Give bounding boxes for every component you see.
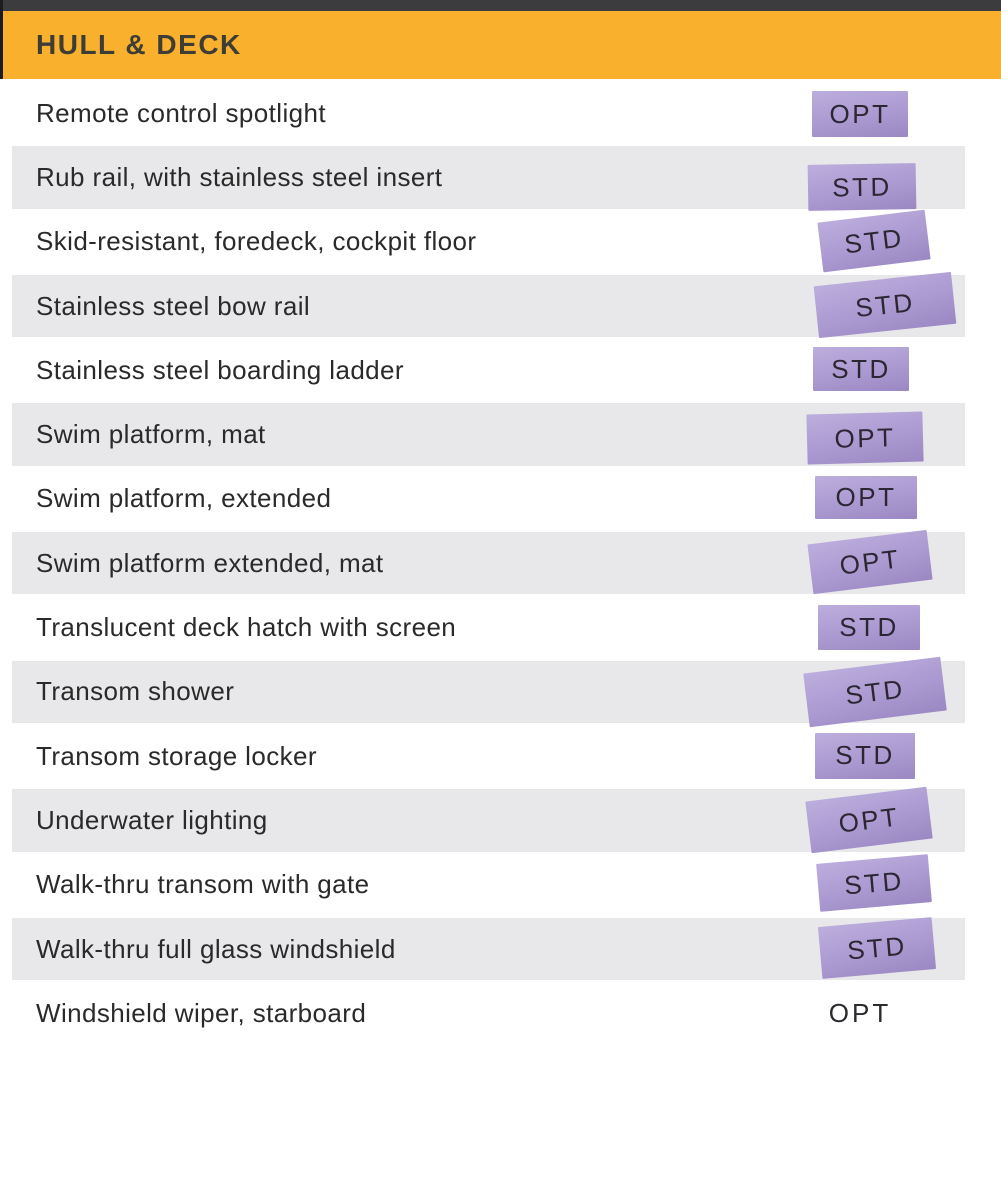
status-badge: STD	[815, 732, 915, 779]
table-row: Transom storage locker STD	[0, 724, 1001, 788]
status-badge: STD	[816, 853, 932, 912]
table-row: Remote control spotlight OPT	[0, 81, 1001, 145]
top-dark-bar	[0, 0, 1001, 11]
section-title: HULL & DECK	[36, 29, 242, 60]
table-row: Transom shower STD	[0, 656, 1001, 727]
feature-name: Walk-thru full glass windshield	[36, 933, 396, 964]
feature-table: Remote control spotlight OPT Rub rail, w…	[0, 81, 1001, 1045]
status-badge: OPT	[828, 997, 892, 1028]
table-row: Swim platform extended, mat OPT	[0, 529, 1001, 595]
feature-name: Transom storage locker	[36, 740, 317, 771]
feature-name: Swim platform extended, mat	[36, 547, 384, 578]
feature-name: Remote control spotlight	[36, 97, 326, 128]
row-shading	[12, 146, 965, 209]
feature-name: Skid-resistant, foredeck, cockpit floor	[36, 226, 477, 257]
table-row: Walk-thru transom with gate STD	[0, 853, 1001, 917]
feature-name: Underwater lighting	[36, 804, 268, 835]
feature-name: Translucent deck hatch with screen	[36, 612, 457, 643]
table-row: Walk-thru full glass windshield STD	[0, 916, 1001, 981]
status-badge: STD	[807, 163, 917, 212]
feature-name: Stainless steel bow rail	[36, 290, 311, 321]
feature-name: Rub rail, with stainless steel insert	[36, 161, 443, 192]
table-row: Skid-resistant, foredeck, cockpit floor …	[0, 209, 1001, 274]
feature-name: Walk-thru transom with gate	[36, 869, 370, 900]
feature-name: Swim platform, extended	[36, 483, 332, 514]
row-shading	[12, 917, 965, 981]
table-row: Windshield wiper, starboard OPT	[0, 981, 1001, 1045]
status-badge: OPT	[806, 411, 924, 465]
feature-name: Windshield wiper, starboard	[36, 997, 367, 1028]
feature-name: Swim platform, mat	[36, 419, 266, 450]
table-row: Stainless steel boarding ladder STD	[0, 338, 1001, 402]
table-row: Swim platform, extended OPT	[0, 467, 1001, 531]
table-row: Stainless steel bow rail STD	[0, 271, 1001, 338]
status-badge: STD	[818, 605, 920, 651]
row-shading	[12, 403, 965, 466]
table-row: Translucent deck hatch with screen STD	[0, 595, 1001, 659]
status-badge: OPT	[812, 91, 908, 137]
feature-name: Transom shower	[36, 676, 235, 707]
status-badge: OPT	[815, 475, 917, 519]
row-shading	[12, 789, 965, 852]
status-badge: STD	[813, 347, 909, 392]
table-row: Swim platform, mat OPT	[0, 402, 1001, 466]
table-row: Underwater lighting OPT	[0, 787, 1001, 854]
table-row: Rub rail, with stainless steel insert ST…	[0, 145, 1001, 212]
feature-name: Stainless steel boarding ladder	[36, 354, 404, 385]
status-badge: STD	[817, 916, 937, 979]
row-shading	[12, 274, 965, 338]
row-shading	[12, 532, 965, 595]
left-edge-notch	[0, 0, 3, 79]
section-header: HULL & DECK	[0, 11, 1001, 79]
